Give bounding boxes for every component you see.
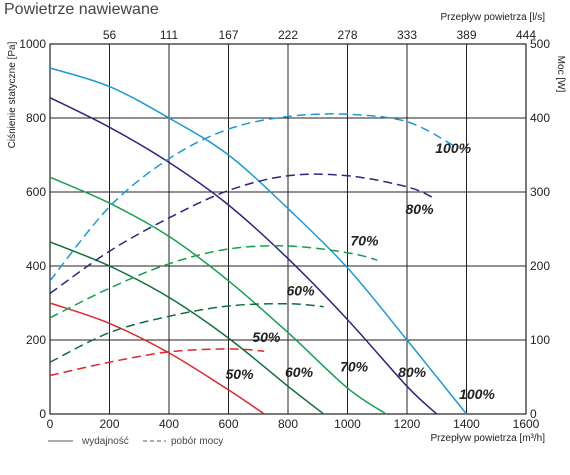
annotation-label: 50% (252, 329, 281, 345)
series-line-performance-50pct (49, 302, 265, 415)
y-right-tick-label: 0 (530, 407, 537, 421)
x-top-tick-label: 278 (337, 28, 357, 42)
x-bottom-tick-label: 400 (159, 417, 179, 431)
x-bottom-tick-label: 1600 (513, 417, 540, 431)
x-bottom-tick-label: 0 (47, 417, 54, 431)
annotation-label: 70% (350, 233, 379, 249)
x-bottom-tick-label: 800 (278, 417, 298, 431)
chart-title: Powietrze nawiewane (4, 1, 159, 18)
legend: wydajność pobór mocy (48, 436, 223, 447)
x-top-tick-label: 389 (456, 28, 476, 42)
series-line-power-60pct (49, 302, 324, 363)
series-line-power-100pct (49, 113, 455, 282)
y-left-tick-label: 0 (39, 407, 46, 421)
x-top-tick-label: 222 (278, 28, 298, 42)
annotation-label: 50% (226, 366, 255, 382)
x-bottom-tick-label: 1200 (394, 417, 421, 431)
y-left-tick-label: 600 (26, 185, 46, 199)
x-bottom-tick-label: 200 (99, 417, 119, 431)
y-left-axis-label: Ciśnienie statyczne [Pa] (7, 41, 18, 148)
y-left-tick-label: 1000 (19, 37, 46, 51)
series-line-power-70pct (49, 245, 378, 319)
annotation-label: 80% (406, 201, 435, 217)
y-right-tick-label: 100 (530, 333, 550, 347)
y-right-tick-label: 200 (530, 259, 550, 273)
x-bottom-tick-label: 1400 (453, 417, 480, 431)
legend-solid-label: wydajność (81, 436, 129, 447)
x-top-axis-label: Przepływ powietrza [l/s] (441, 12, 546, 23)
x-top-tick-label: 111 (160, 28, 179, 42)
x-top-tick-label: 56 (103, 28, 117, 42)
legend-dashed-label: pobór mocy (171, 436, 223, 447)
x-bottom-tick-label: 1000 (334, 417, 361, 431)
x-top-tick-label: 444 (516, 28, 536, 42)
series-line-performance-100pct (49, 67, 468, 415)
y-right-axis-label: Moc [W] (555, 56, 566, 93)
annotation-label: 60% (285, 364, 314, 380)
series-line-performance-70pct (49, 176, 387, 415)
annotation-label: 100% (435, 140, 471, 156)
y-left-tick-label: 200 (26, 333, 46, 347)
x-bottom-tick-label: 600 (218, 417, 238, 431)
annotation-label: 70% (340, 358, 369, 374)
annotation-label: 100% (459, 386, 495, 402)
y-left-tick-label: 800 (26, 111, 46, 125)
series-line-performance-60pct (49, 241, 325, 415)
annotation-label: 60% (287, 283, 316, 299)
x-bottom-axis-label: Przepływ powietrza [m³/h] (431, 433, 546, 444)
y-right-tick-label: 500 (530, 37, 550, 51)
plot-frame (49, 43, 527, 415)
y-right-tick-label: 300 (530, 185, 550, 199)
annotation-label: 80% (398, 364, 427, 380)
y-left-tick-label: 400 (26, 259, 46, 273)
x-top-tick-label: 167 (218, 28, 238, 42)
x-top-tick-label: 333 (397, 28, 417, 42)
series-line-performance-80pct (49, 97, 438, 415)
series-line-power-80pct (49, 173, 435, 295)
y-right-tick-label: 400 (530, 111, 550, 125)
